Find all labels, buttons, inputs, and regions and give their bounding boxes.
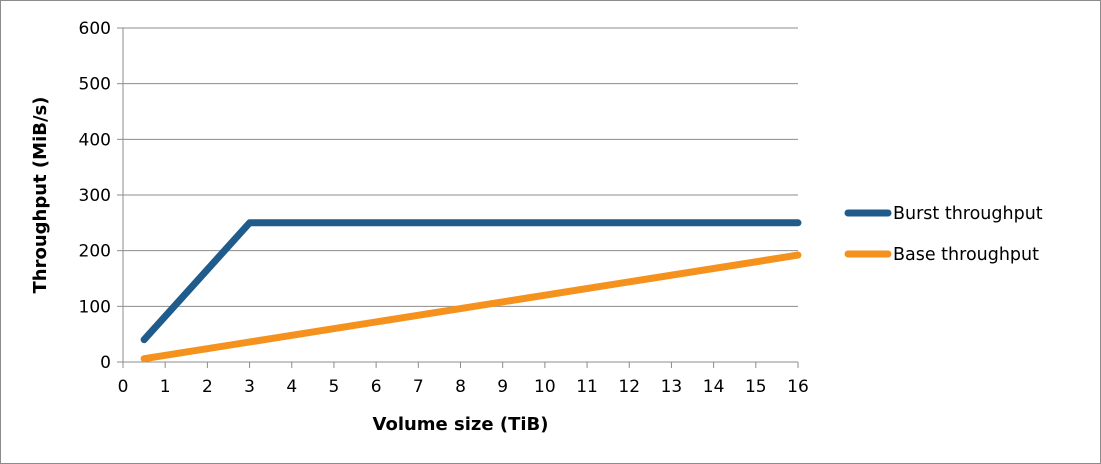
- legend: Burst throughput Base throughput: [844, 204, 1043, 265]
- x-tick-label: 2: [202, 377, 213, 397]
- x-tick-label: 0: [118, 377, 129, 397]
- legend-label-base-throughput: Base throughput: [893, 245, 1039, 265]
- series-line-burst-throughput: [140, 219, 802, 344]
- x-tick-label: 13: [661, 377, 683, 397]
- x-tick-label: 5: [329, 377, 340, 397]
- x-tick-label: 7: [413, 377, 424, 397]
- x-tick-label: 10: [534, 377, 556, 397]
- x-tick-label: 3: [244, 377, 255, 397]
- x-tick-label: 16: [787, 377, 809, 397]
- x-tick-label: 6: [371, 377, 382, 397]
- x-tick-label: 15: [745, 377, 767, 397]
- y-tick-label: 500: [79, 75, 111, 95]
- y-tick-label: 600: [79, 19, 111, 39]
- y-axis-title: Throughput (MiB/s): [30, 97, 51, 294]
- series-line-base-throughput: [140, 251, 802, 363]
- series-layer: [140, 219, 802, 363]
- y-tick-label: 0: [100, 353, 111, 373]
- y-tick-label: 100: [79, 297, 111, 317]
- x-tick-labels: 0 1 2 3 4 5 6 7 8 9 10 11 12 13 14 15 16: [118, 362, 809, 397]
- x-axis-title: Volume size (TiB): [373, 414, 549, 435]
- legend-label-burst-throughput: Burst throughput: [893, 204, 1043, 224]
- x-tick-label: 8: [455, 377, 466, 397]
- y-tick-label: 400: [79, 130, 111, 150]
- y-tick-labels: 0 100 200 300 400 500 600: [79, 19, 123, 373]
- x-tick-label: 9: [497, 377, 508, 397]
- x-tick-label: 14: [703, 377, 725, 397]
- y-tick-label: 300: [79, 186, 111, 206]
- x-tick-label: 1: [160, 377, 171, 397]
- grid-layer: [123, 27, 798, 307]
- x-tick-label: 11: [576, 377, 598, 397]
- y-tick-label: 200: [79, 242, 111, 262]
- x-tick-label: 12: [618, 377, 640, 397]
- x-tick-label: 4: [286, 377, 297, 397]
